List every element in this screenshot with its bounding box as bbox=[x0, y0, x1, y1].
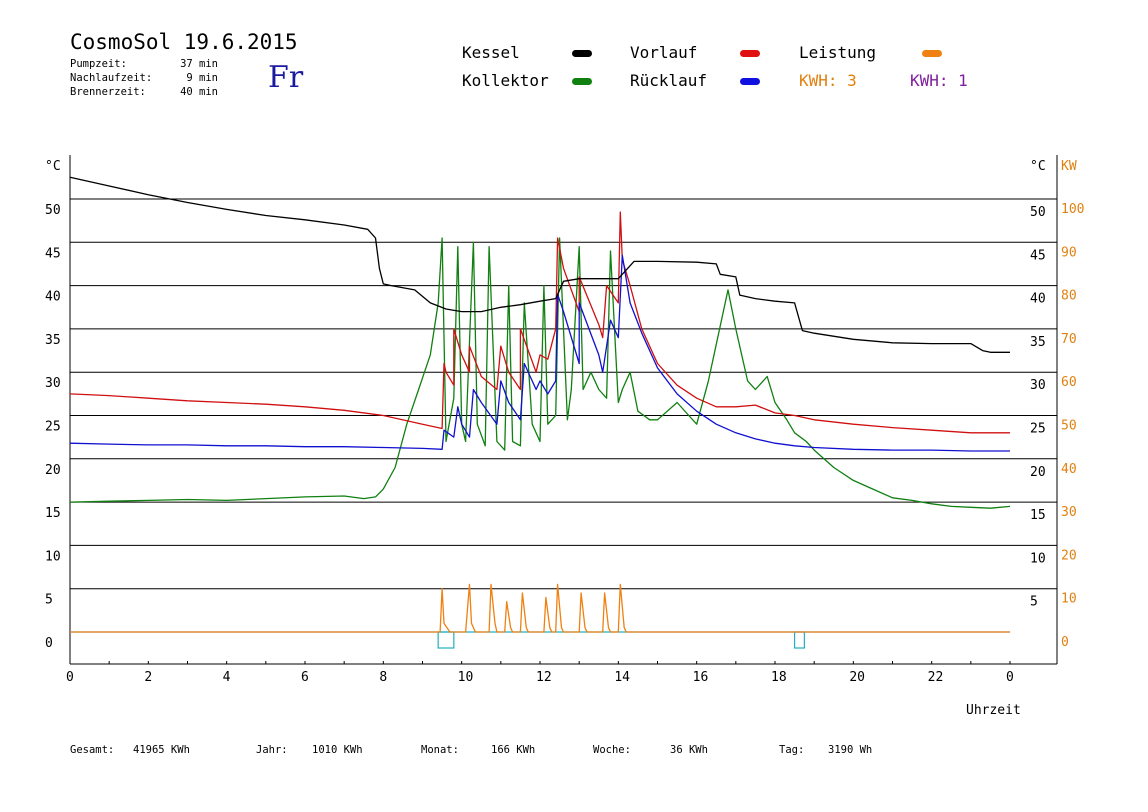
pumpzeit-label: Pumpzeit: bbox=[70, 58, 127, 70]
series-vorlauf bbox=[69, 211, 1010, 434]
legend-kwh-burner: KWH: 1 bbox=[910, 71, 968, 90]
y-tick-label-left: 30 bbox=[45, 376, 61, 391]
legend-kollektor-label: Kollektor bbox=[462, 71, 549, 90]
y-tick-label-kw: 20 bbox=[1061, 548, 1077, 563]
monat-value: 166 KWh bbox=[491, 744, 536, 756]
pumpzeit-value: 37 min bbox=[180, 58, 218, 70]
jahr-label: Jahr: bbox=[256, 744, 288, 756]
x-tick-label: 22 bbox=[928, 670, 944, 685]
tag-value: 3190 Wh bbox=[828, 744, 873, 756]
y-unit-right: °C bbox=[1030, 159, 1046, 174]
nachlaufzeit-value: 9 min bbox=[186, 72, 218, 84]
y-tick-label-right: 30 bbox=[1030, 378, 1046, 393]
legend-vorlauf-swatch bbox=[740, 50, 760, 57]
series-kollektor bbox=[69, 237, 1011, 509]
woche-label: Woche: bbox=[593, 744, 631, 756]
legend-vorlauf-label: Vorlauf bbox=[630, 43, 698, 62]
y-tick-label-kw: 10 bbox=[1061, 592, 1077, 607]
x-tick-label: 8 bbox=[379, 670, 387, 685]
y-tick-label-kw: 90 bbox=[1061, 245, 1077, 260]
y-tick-label-right: 40 bbox=[1030, 292, 1046, 307]
y-tick-label-left: 40 bbox=[45, 290, 61, 305]
burner-on-marker bbox=[437, 631, 455, 649]
woche-value: 36 KWh bbox=[670, 744, 708, 756]
x-tick-label: 14 bbox=[614, 670, 630, 685]
x-tick-label: 20 bbox=[849, 670, 865, 685]
monat-label: Monat: bbox=[421, 744, 459, 756]
y-tick-label-left: 35 bbox=[45, 333, 61, 348]
x-tick-label: 4 bbox=[223, 670, 231, 685]
gesamt-value: 41965 KWh bbox=[133, 744, 190, 756]
y-tick-label-left: 0 bbox=[45, 636, 53, 651]
x-tick-label: 18 bbox=[771, 670, 787, 685]
y-tick-label-kw: 70 bbox=[1061, 332, 1077, 347]
y-tick-label-left: 5 bbox=[45, 593, 53, 608]
x-tick-label: 12 bbox=[536, 670, 552, 685]
jahr-value: 1010 KWh bbox=[312, 744, 363, 756]
legend-leistung-label: Leistung bbox=[799, 43, 877, 62]
x-tick-label: 6 bbox=[301, 670, 309, 685]
x-axis-label: Uhrzeit bbox=[966, 703, 1021, 718]
y-tick-label-left: 45 bbox=[45, 246, 61, 261]
y-tick-label-right: 50 bbox=[1030, 205, 1046, 220]
y-tick-label-left: 20 bbox=[45, 463, 61, 478]
y-tick-label-kw: 60 bbox=[1061, 375, 1077, 390]
legend-ruecklauf-swatch bbox=[740, 78, 760, 85]
x-tick-label: 10 bbox=[458, 670, 474, 685]
x-tick-label: 0 bbox=[1006, 670, 1014, 685]
y-unit-left: °C bbox=[45, 159, 61, 174]
legend-ruecklauf-label: Rücklauf bbox=[630, 71, 708, 90]
series-kessel bbox=[69, 176, 1010, 353]
y-tick-label-right: 15 bbox=[1030, 508, 1046, 523]
legend-kessel-swatch bbox=[572, 50, 592, 57]
brennerzeit-value: 40 min bbox=[180, 86, 218, 98]
y-tick-label-right: 35 bbox=[1030, 335, 1046, 350]
gesamt-label: Gesamt: bbox=[70, 744, 115, 756]
y-tick-label-left: 10 bbox=[45, 549, 61, 564]
y-tick-label-kw: 40 bbox=[1061, 462, 1077, 477]
series-ruecklauf bbox=[69, 254, 1010, 452]
y-tick-label-kw: 80 bbox=[1061, 289, 1077, 304]
burner-on-marker bbox=[793, 631, 805, 649]
weekday-label: Fr bbox=[268, 60, 304, 95]
y-tick-label-left: 15 bbox=[45, 506, 61, 521]
x-tick-label: 0 bbox=[66, 670, 74, 685]
legend-kollektor-swatch bbox=[572, 78, 592, 85]
y-tick-label-right: 20 bbox=[1030, 465, 1046, 480]
y-tick-label-left: 25 bbox=[45, 420, 61, 435]
y-unit-kw: KW bbox=[1061, 159, 1077, 174]
legend-leistung-swatch bbox=[922, 50, 942, 57]
chart-title: CosmoSol 19.6.2015 bbox=[70, 30, 298, 54]
y-tick-label-kw: 0 bbox=[1061, 635, 1069, 650]
y-tick-label-kw: 30 bbox=[1061, 505, 1077, 520]
legend-kwh-solar: KWH: 3 bbox=[799, 71, 857, 90]
brennerzeit-label: Brennerzeit: bbox=[70, 86, 146, 98]
y-tick-label-kw: 100 bbox=[1061, 202, 1084, 217]
y-tick-label-right: 5 bbox=[1030, 595, 1038, 610]
y-tick-label-left: 50 bbox=[45, 203, 61, 218]
y-tick-label-kw: 50 bbox=[1061, 419, 1077, 434]
y-tick-label-right: 25 bbox=[1030, 422, 1046, 437]
tag-label: Tag: bbox=[779, 744, 805, 756]
y-tick-label-right: 10 bbox=[1030, 551, 1046, 566]
y-tick-label-right: 45 bbox=[1030, 248, 1046, 263]
series-leistung bbox=[70, 583, 1010, 633]
nachlaufzeit-label: Nachlaufzeit: bbox=[70, 72, 153, 84]
x-tick-label: 16 bbox=[693, 670, 709, 685]
x-tick-label: 2 bbox=[144, 670, 152, 685]
legend-kessel-label: Kessel bbox=[462, 43, 520, 62]
